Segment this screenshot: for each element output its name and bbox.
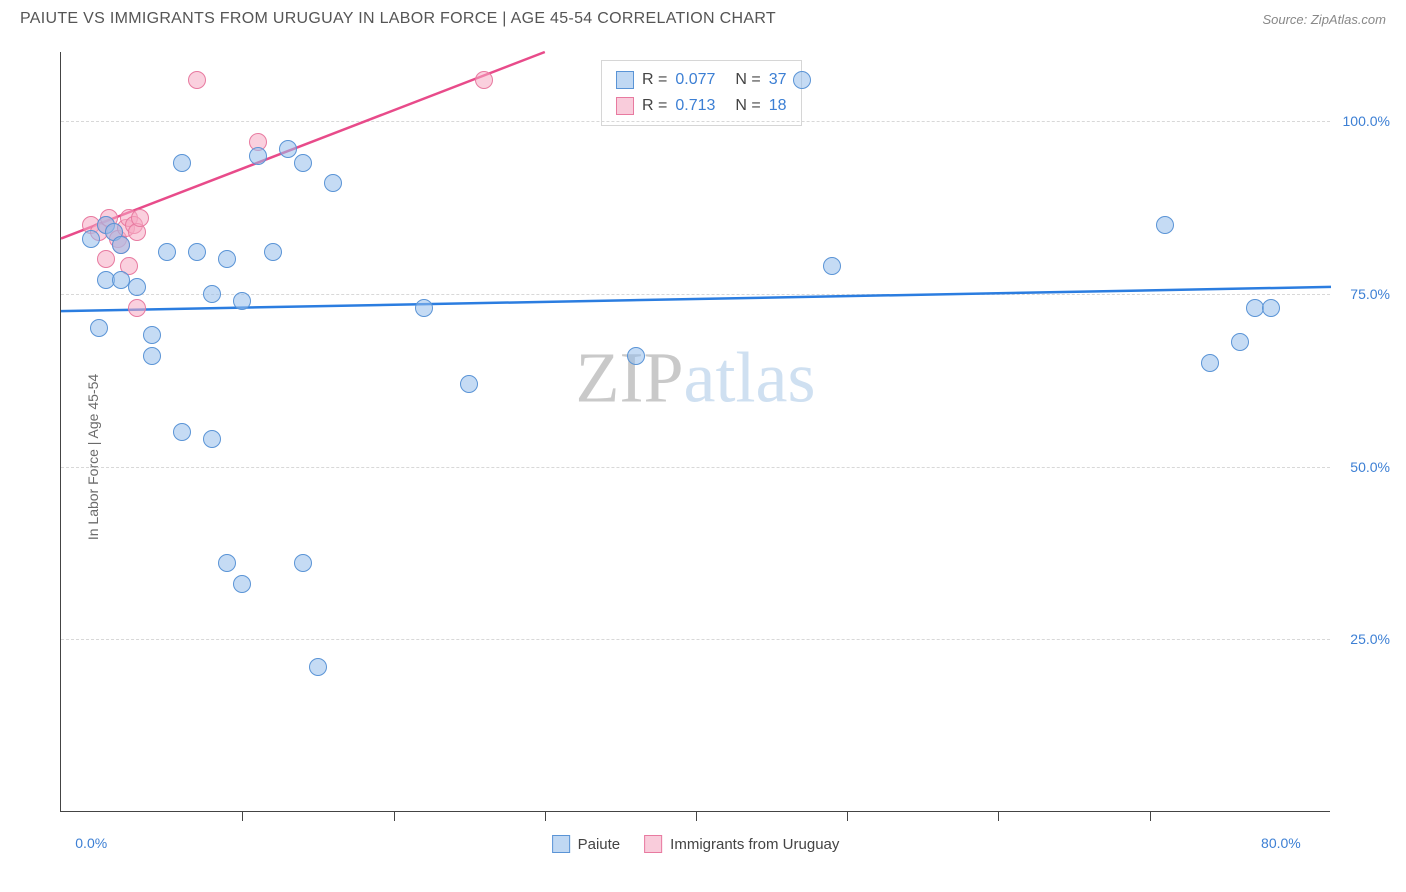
scatter-point: [793, 71, 811, 89]
swatch-icon: [644, 835, 662, 853]
scatter-point: [158, 243, 176, 261]
x-tick-label: 80.0%: [1261, 835, 1301, 851]
scatter-point: [188, 243, 206, 261]
scatter-point: [112, 236, 130, 254]
x-tick: [545, 811, 546, 821]
x-tick: [998, 811, 999, 821]
scatter-point: [143, 326, 161, 344]
scatter-point: [627, 347, 645, 365]
scatter-point: [279, 140, 297, 158]
scatter-point: [90, 319, 108, 337]
x-tick: [696, 811, 697, 821]
scatter-point: [143, 347, 161, 365]
scatter-point: [218, 250, 236, 268]
scatter-point: [1156, 216, 1174, 234]
source-attribution: Source: ZipAtlas.com: [1262, 12, 1386, 27]
scatter-point: [188, 71, 206, 89]
y-tick-label: 25.0%: [1350, 631, 1390, 647]
scatter-point: [128, 299, 146, 317]
x-tick: [1150, 811, 1151, 821]
x-tick: [847, 811, 848, 821]
scatter-point: [233, 292, 251, 310]
x-tick-label: 0.0%: [75, 835, 107, 851]
scatter-plot-area: ZIPatlas R = 0.077 N = 37 R = 0.713 N = …: [60, 52, 1330, 812]
scatter-point: [233, 575, 251, 593]
scatter-point: [97, 250, 115, 268]
x-tick: [394, 811, 395, 821]
scatter-point: [294, 554, 312, 572]
x-tick: [242, 811, 243, 821]
scatter-point: [294, 154, 312, 172]
y-tick-label: 50.0%: [1350, 459, 1390, 475]
scatter-point: [203, 285, 221, 303]
chart-container: In Labor Force | Age 45-54 ZIPatlas R = …: [20, 42, 1386, 872]
scatter-point: [203, 430, 221, 448]
scatter-point: [249, 147, 267, 165]
swatch-icon: [552, 835, 570, 853]
scatter-point: [173, 423, 191, 441]
legend-item-paiute: Paiute: [552, 835, 621, 853]
legend-item-uruguay: Immigrants from Uruguay: [644, 835, 839, 853]
y-tick-label: 75.0%: [1350, 286, 1390, 302]
scatter-point: [460, 375, 478, 393]
scatter-point: [264, 243, 282, 261]
y-tick-label: 100.0%: [1343, 113, 1390, 129]
scatter-point: [1262, 299, 1280, 317]
scatter-point: [475, 71, 493, 89]
scatter-point: [131, 209, 149, 227]
trend-lines: [61, 52, 1331, 812]
scatter-point: [1201, 354, 1219, 372]
scatter-point: [218, 554, 236, 572]
scatter-point: [128, 278, 146, 296]
scatter-point: [309, 658, 327, 676]
scatter-point: [415, 299, 433, 317]
scatter-point: [324, 174, 342, 192]
legend-series: Paiute Immigrants from Uruguay: [552, 835, 840, 853]
scatter-point: [1231, 333, 1249, 351]
scatter-point: [173, 154, 191, 172]
scatter-point: [82, 230, 100, 248]
chart-title: PAIUTE VS IMMIGRANTS FROM URUGUAY IN LAB…: [20, 10, 776, 28]
scatter-point: [823, 257, 841, 275]
